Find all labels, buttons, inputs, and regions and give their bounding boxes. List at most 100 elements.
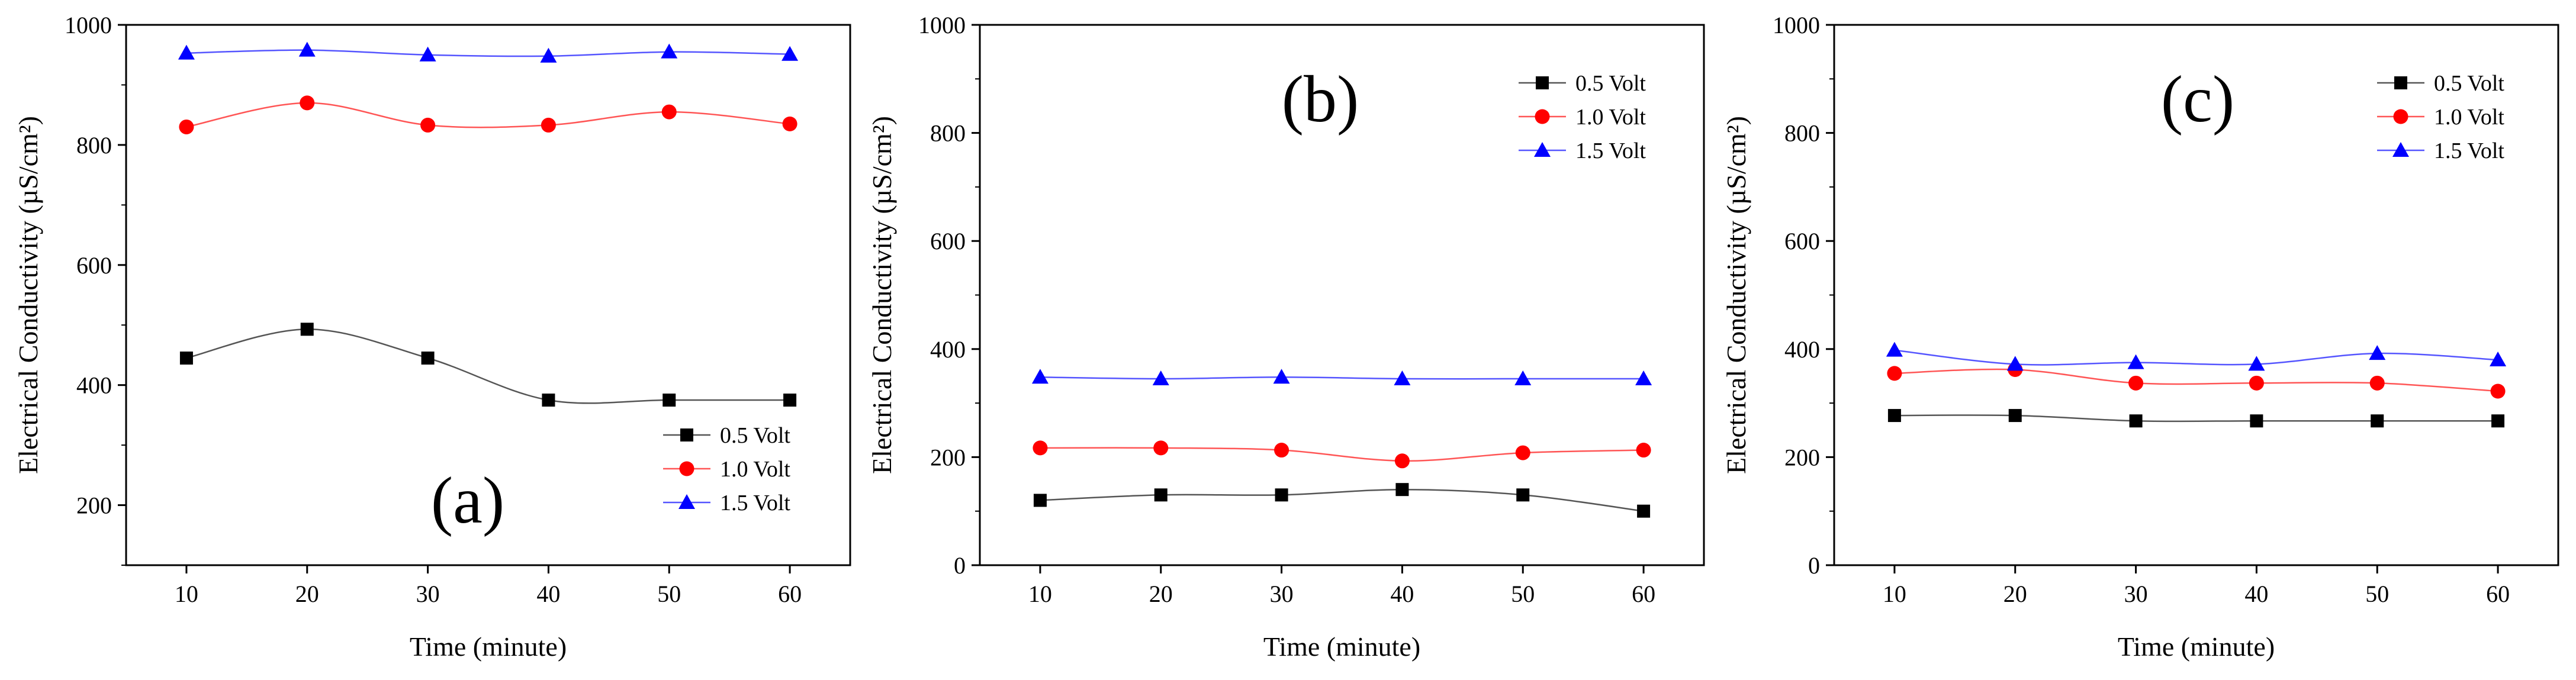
data-point (663, 394, 676, 407)
x-tick-label: 50 (1511, 581, 1535, 607)
x-tick-label: 40 (2244, 581, 2268, 607)
data-point (1515, 445, 1530, 460)
data-point (1033, 440, 1048, 456)
x-tick-label: 40 (536, 581, 560, 607)
x-axis-title: Time (minute) (410, 631, 567, 662)
series-line (1040, 488, 1644, 512)
data-point (300, 323, 314, 336)
y-tick-label: 800 (76, 132, 112, 159)
series-0.5-volt (179, 323, 797, 407)
series-line (1894, 368, 2498, 392)
x-tick-label: 20 (2003, 581, 2027, 607)
x-axis-title: Time (minute) (2118, 631, 2275, 662)
y-tick-label: 400 (76, 372, 112, 399)
x-tick-label: 50 (657, 581, 681, 607)
data-point (1637, 504, 1651, 518)
x-tick-label: 30 (416, 581, 440, 607)
legend-label: 0.5 Volt (2434, 71, 2504, 96)
data-point (1273, 369, 1290, 384)
legend: 0.5 Volt 1.0 Volt 1.5 Volt (2377, 71, 2504, 163)
data-point (2249, 375, 2264, 391)
x-tick-label: 30 (2124, 581, 2148, 607)
legend-label: 0.5 Volt (720, 423, 790, 448)
data-point (179, 119, 194, 134)
panel-label: (a) (431, 464, 504, 537)
legend-marker (2394, 76, 2407, 89)
y-tick-label: 200 (76, 492, 112, 519)
y-tick-label: 400 (1784, 336, 1820, 363)
data-point (1886, 341, 1903, 357)
series-line (186, 328, 790, 404)
data-point (2490, 383, 2506, 399)
x-tick-label: 20 (295, 581, 319, 607)
series-1.5-volt (178, 41, 799, 63)
legend: 0.5 Volt 1.0 Volt 1.5 Volt (663, 423, 790, 515)
data-point (1033, 494, 1047, 507)
data-point (782, 116, 797, 131)
y-tick-label: 800 (1784, 120, 1820, 147)
series-line (1040, 447, 1644, 462)
series-line (186, 102, 790, 128)
data-point (540, 47, 557, 63)
data-point (2491, 414, 2505, 428)
series-1.0-volt (179, 95, 797, 134)
panel-label: (b) (1282, 63, 1359, 136)
y-tick-label: 400 (930, 336, 966, 363)
legend-marker (679, 461, 694, 476)
data-point (419, 46, 436, 62)
x-tick-label: 40 (1390, 581, 1414, 607)
data-point (1394, 370, 1411, 386)
y-tick-label: 200 (1784, 444, 1820, 470)
legend: 0.5 Volt 1.0 Volt 1.5 Volt (1519, 71, 1646, 163)
data-point (1395, 483, 1409, 497)
legend-label: 1.5 Volt (2434, 138, 2504, 163)
data-point (1154, 488, 1168, 502)
data-point (2248, 356, 2265, 371)
y-tick-label: 600 (1784, 228, 1820, 254)
x-tick-label: 50 (2365, 581, 2389, 607)
legend-label: 1.5 Volt (1575, 138, 1646, 163)
series-line (1040, 376, 1644, 380)
series-0.5-volt (1887, 409, 2505, 428)
data-point (1636, 443, 1651, 458)
data-point (783, 394, 797, 407)
data-point (1152, 370, 1169, 386)
data-point (2006, 356, 2024, 371)
series-line (1894, 349, 2498, 366)
y-tick-label: 1000 (65, 12, 112, 38)
series-line (1894, 414, 2498, 423)
x-tick-label: 10 (1883, 581, 1906, 607)
plot-frame (125, 24, 851, 566)
legend-label: 1.0 Volt (2434, 105, 2504, 130)
x-tick-label: 60 (2486, 581, 2510, 607)
legend-marker (2393, 109, 2408, 124)
data-point (542, 394, 555, 407)
data-point (782, 46, 799, 61)
data-point (2008, 409, 2022, 423)
x-tick-label: 20 (1149, 581, 1173, 607)
legend-marker (1536, 76, 1549, 89)
legend-marker (680, 428, 693, 441)
data-point (2127, 354, 2144, 369)
data-point (1887, 409, 1901, 423)
y-tick-label: 800 (930, 120, 966, 147)
data-point (1031, 369, 1049, 384)
x-tick-label: 60 (778, 581, 802, 607)
data-point (1274, 443, 1289, 458)
data-point (1514, 370, 1532, 386)
legend-marker (1535, 109, 1550, 124)
data-point (2128, 375, 2144, 391)
series-1.0-volt (1887, 362, 2506, 399)
x-tick-label: 10 (175, 581, 198, 607)
x-tick-label: 30 (1270, 581, 1294, 607)
y-axis-title: Electrical Conductivity (µS/cm²) (13, 116, 43, 474)
y-tick-label: 1000 (1773, 12, 1820, 38)
data-point (420, 117, 436, 133)
data-point (541, 117, 556, 133)
legend-marker (678, 494, 695, 509)
series-1.0-volt (1033, 440, 1651, 469)
data-point (178, 44, 195, 60)
data-point (1635, 370, 1652, 386)
